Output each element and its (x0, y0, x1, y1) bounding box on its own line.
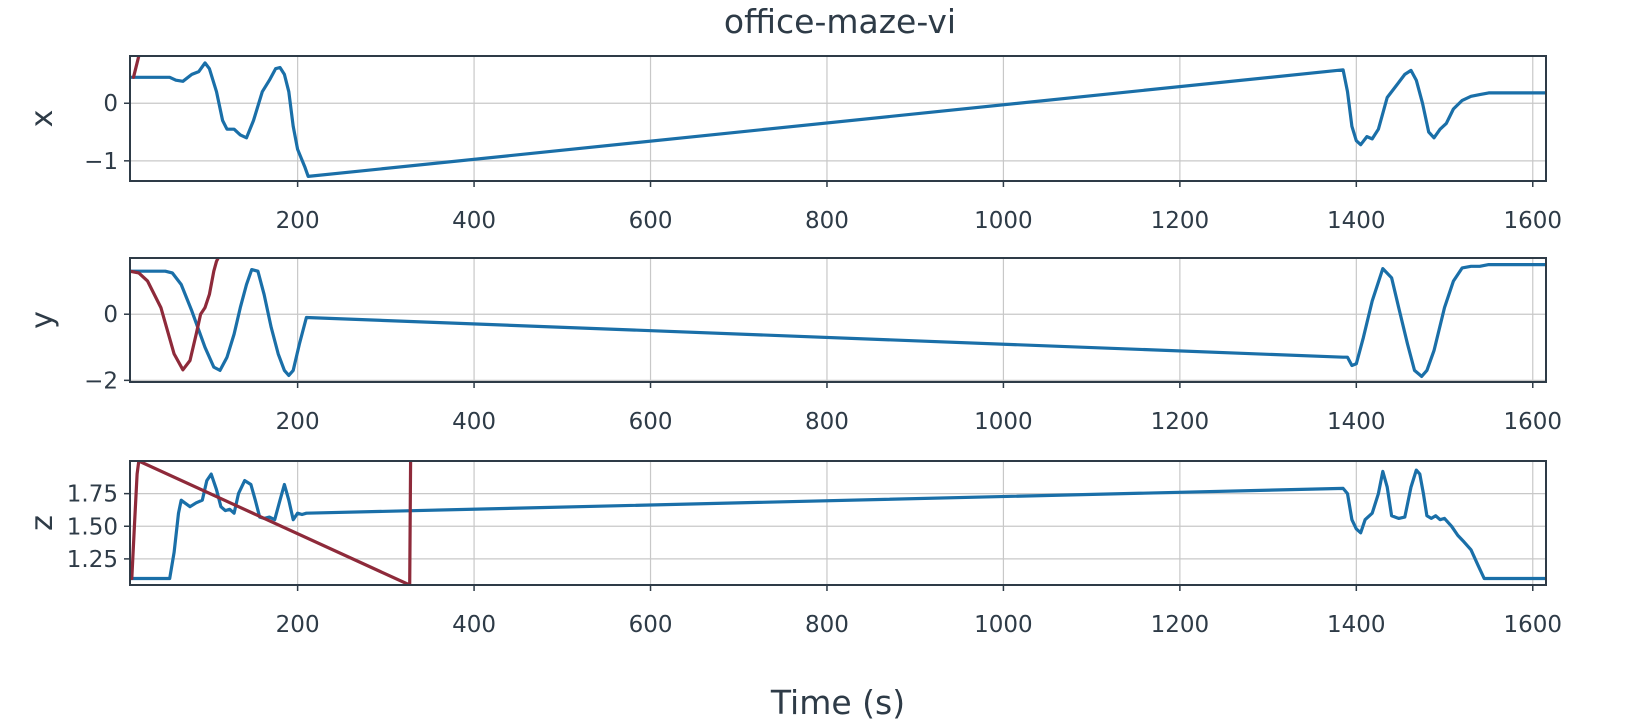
x-tick-label: 800 (805, 409, 849, 435)
x-tick-label: 1600 (1503, 208, 1562, 234)
axes-frame (129, 460, 1547, 586)
x-tick-label: 800 (805, 208, 849, 234)
y-axis-label-z: z (25, 515, 60, 531)
y-tick-label: 0 (103, 302, 118, 328)
y-tick-label: −2 (84, 368, 118, 394)
x-tick-label: 800 (805, 612, 849, 638)
x-tick-label: 200 (276, 208, 320, 234)
x-tick-label: 1200 (1151, 409, 1210, 435)
series-line-primary (130, 61, 1546, 178)
axes-frame (129, 257, 1547, 383)
x-tick-label: 400 (452, 208, 496, 234)
series-line-primary (130, 263, 1546, 378)
x-tick-label: 600 (629, 208, 673, 234)
subplot-y: 200 400 600 800 1000 1200 1400 1600 −2 0 y (25, 257, 1562, 435)
series-line-secondary (131, 56, 141, 79)
series-line-secondary (130, 258, 220, 372)
y-tick-label: −1 (84, 149, 118, 175)
series-line-primary (130, 468, 1546, 581)
y-tick-label: 1.50 (67, 514, 118, 540)
x-tick-label: 200 (276, 612, 320, 638)
x-tick-label: 1400 (1327, 208, 1386, 234)
x-tick-label: 1400 (1327, 612, 1386, 638)
x-tick-label: 1200 (1151, 612, 1210, 638)
x-tick-label: 600 (629, 612, 673, 638)
x-tick-label: 1000 (974, 612, 1033, 638)
subplots: 200 400 600 800 1000 1200 1400 1600 −1 0 x 200 400 60… (25, 55, 1562, 638)
chart-title: office-maze-vi (724, 2, 956, 41)
x-tick-label: 400 (452, 409, 496, 435)
y-tick-label: 0 (103, 91, 118, 117)
x-tick-label: 1000 (974, 409, 1033, 435)
x-tick-label: 1400 (1327, 409, 1386, 435)
subplot-z: 200 400 600 800 1000 1200 1400 1600 1.25 1.50 1.75… (25, 460, 1562, 638)
x-tick-label: 400 (452, 612, 496, 638)
x-tick-label: 1000 (974, 208, 1033, 234)
x-axis-label: Time (s) (770, 683, 905, 722)
series-line-secondary (130, 461, 413, 585)
x-tick-label: 1200 (1151, 208, 1210, 234)
y-tick-label: 1.25 (67, 547, 118, 573)
x-tick-label: 1600 (1503, 612, 1562, 638)
y-axis-label-y: y (25, 311, 60, 329)
y-tick-label: 1.75 (67, 482, 118, 508)
y-axis-label-x: x (25, 110, 60, 128)
x-tick-label: 600 (629, 409, 673, 435)
x-tick-label: 1600 (1503, 409, 1562, 435)
x-tick-label: 200 (276, 409, 320, 435)
subplot-x: 200 400 600 800 1000 1200 1400 1600 −1 0 x (25, 55, 1562, 234)
axes-frame (129, 55, 1547, 182)
